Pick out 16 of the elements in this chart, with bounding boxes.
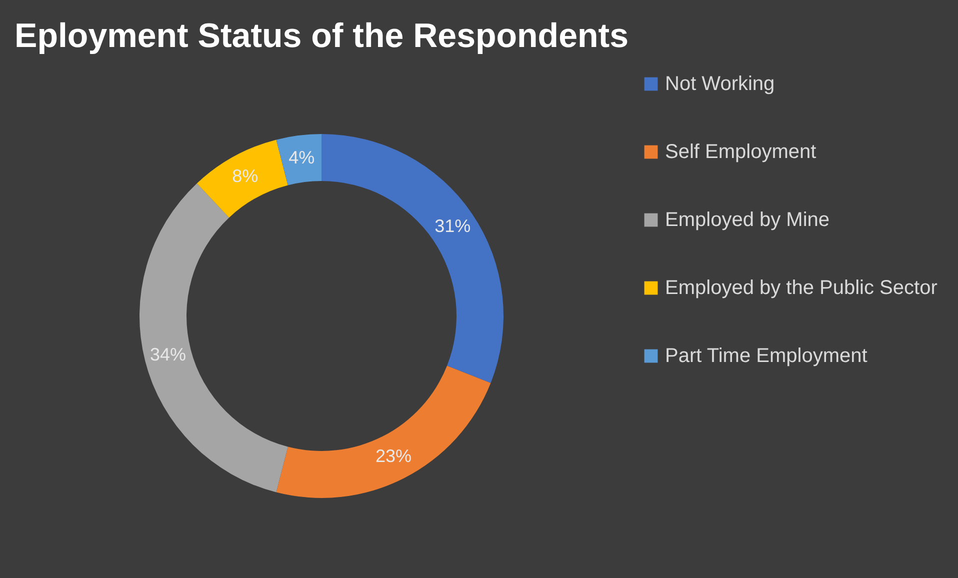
data-label: 34% [150,344,186,364]
legend-label: Employed by the Public Sector [665,277,938,299]
legend-label: Self Employment [665,141,817,163]
donut-slice [196,140,288,218]
data-label: 4% [288,148,315,168]
data-label: 31% [434,216,471,236]
donut-slice [276,366,491,498]
data-label: 23% [375,446,412,466]
donut-slice [276,134,322,186]
legend-label: Not Working [665,73,775,95]
donut-slice [140,183,288,492]
legend-label: Employed by Mine [665,209,830,231]
chart-title: Eployment Status of the Respondents [14,17,628,55]
data-label: 8% [232,166,258,186]
legend-label: Part Time Employment [665,345,868,367]
donut-slice [322,134,504,383]
